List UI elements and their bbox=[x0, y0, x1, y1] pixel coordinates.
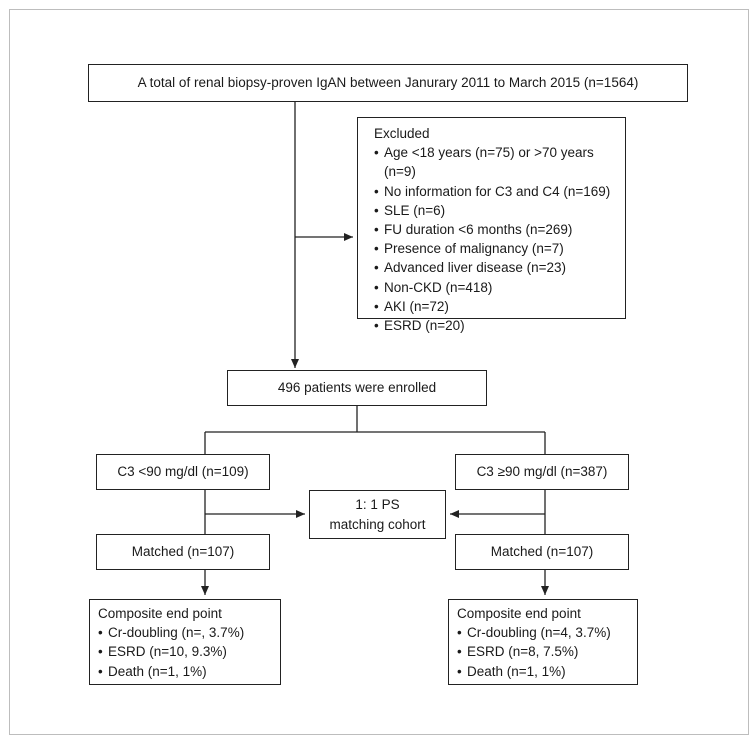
outcome-right-item: Cr-doubling (n=4, 3.7%) bbox=[457, 623, 631, 642]
matched-left-box: Matched (n=107) bbox=[96, 534, 270, 570]
excluded-item: Non-CKD (n=418) bbox=[374, 278, 615, 297]
low-c3-box: C3 <90 mg/dl (n=109) bbox=[96, 454, 270, 490]
excluded-item: FU duration <6 months (n=269) bbox=[374, 220, 615, 239]
matched-left-text: Matched (n=107) bbox=[131, 544, 235, 560]
total-text: A total of renal biopsy-proven IgAN betw… bbox=[137, 75, 639, 91]
low-c3-text: C3 <90 mg/dl (n=109) bbox=[117, 464, 249, 480]
excluded-item: Presence of malignancy (n=7) bbox=[374, 239, 615, 258]
excluded-item: Advanced liver disease (n=23) bbox=[374, 258, 615, 277]
outcome-right-box: Composite end point Cr-doubling (n=4, 3.… bbox=[448, 599, 638, 685]
excluded-box: Excluded Age <18 years (n=75) or >70 yea… bbox=[357, 117, 626, 335]
outcome-left-item: Death (n=1, 1%) bbox=[98, 662, 274, 681]
outcome-right-item: Death (n=1, 1%) bbox=[457, 662, 631, 681]
excluded-list: Age <18 years (n=75) or >70 years (n=9) … bbox=[374, 143, 615, 335]
matched-right-text: Matched (n=107) bbox=[490, 544, 594, 560]
outcome-left-title: Composite end point bbox=[98, 606, 222, 621]
ps-matching-line2: matching cohort bbox=[329, 516, 426, 532]
high-c3-box: C3 ≥90 mg/dl (n=387) bbox=[455, 454, 629, 490]
outcome-left-item: Cr-doubling (n=, 3.7%) bbox=[98, 623, 274, 642]
enrolled-box: 496 patients were enrolled bbox=[227, 370, 487, 406]
outcome-left-list: Cr-doubling (n=, 3.7%) ESRD (n=10, 9.3%)… bbox=[98, 623, 274, 681]
outcome-right-item: ESRD (n=8, 7.5%) bbox=[457, 642, 631, 661]
excluded-item: No information for C3 and C4 (n=169) bbox=[374, 182, 615, 201]
figure-frame bbox=[9, 9, 749, 735]
excluded-item: Age <18 years (n=75) or >70 years (n=9) bbox=[374, 143, 615, 181]
excluded-item: SLE (n=6) bbox=[374, 201, 615, 220]
outcome-right-list: Cr-doubling (n=4, 3.7%) ESRD (n=8, 7.5%)… bbox=[457, 623, 631, 681]
outcome-left-item: ESRD (n=10, 9.3%) bbox=[98, 642, 274, 661]
matched-right-box: Matched (n=107) bbox=[455, 534, 629, 570]
high-c3-text: C3 ≥90 mg/dl (n=387) bbox=[476, 464, 608, 480]
excluded-item: AKI (n=72) bbox=[374, 297, 615, 316]
outcome-right-title: Composite end point bbox=[457, 606, 581, 621]
outcome-left-box: Composite end point Cr-doubling (n=, 3.7… bbox=[89, 599, 281, 685]
ps-matching-line1: 1: 1 PS bbox=[355, 497, 400, 513]
excluded-item: ESRD (n=20) bbox=[374, 316, 615, 335]
excluded-title: Excluded bbox=[374, 126, 430, 141]
total-box: A total of renal biopsy-proven IgAN betw… bbox=[88, 64, 688, 102]
ps-matching-box: 1: 1 PS matching cohort bbox=[309, 490, 446, 539]
enrolled-text: 496 patients were enrolled bbox=[277, 380, 437, 396]
